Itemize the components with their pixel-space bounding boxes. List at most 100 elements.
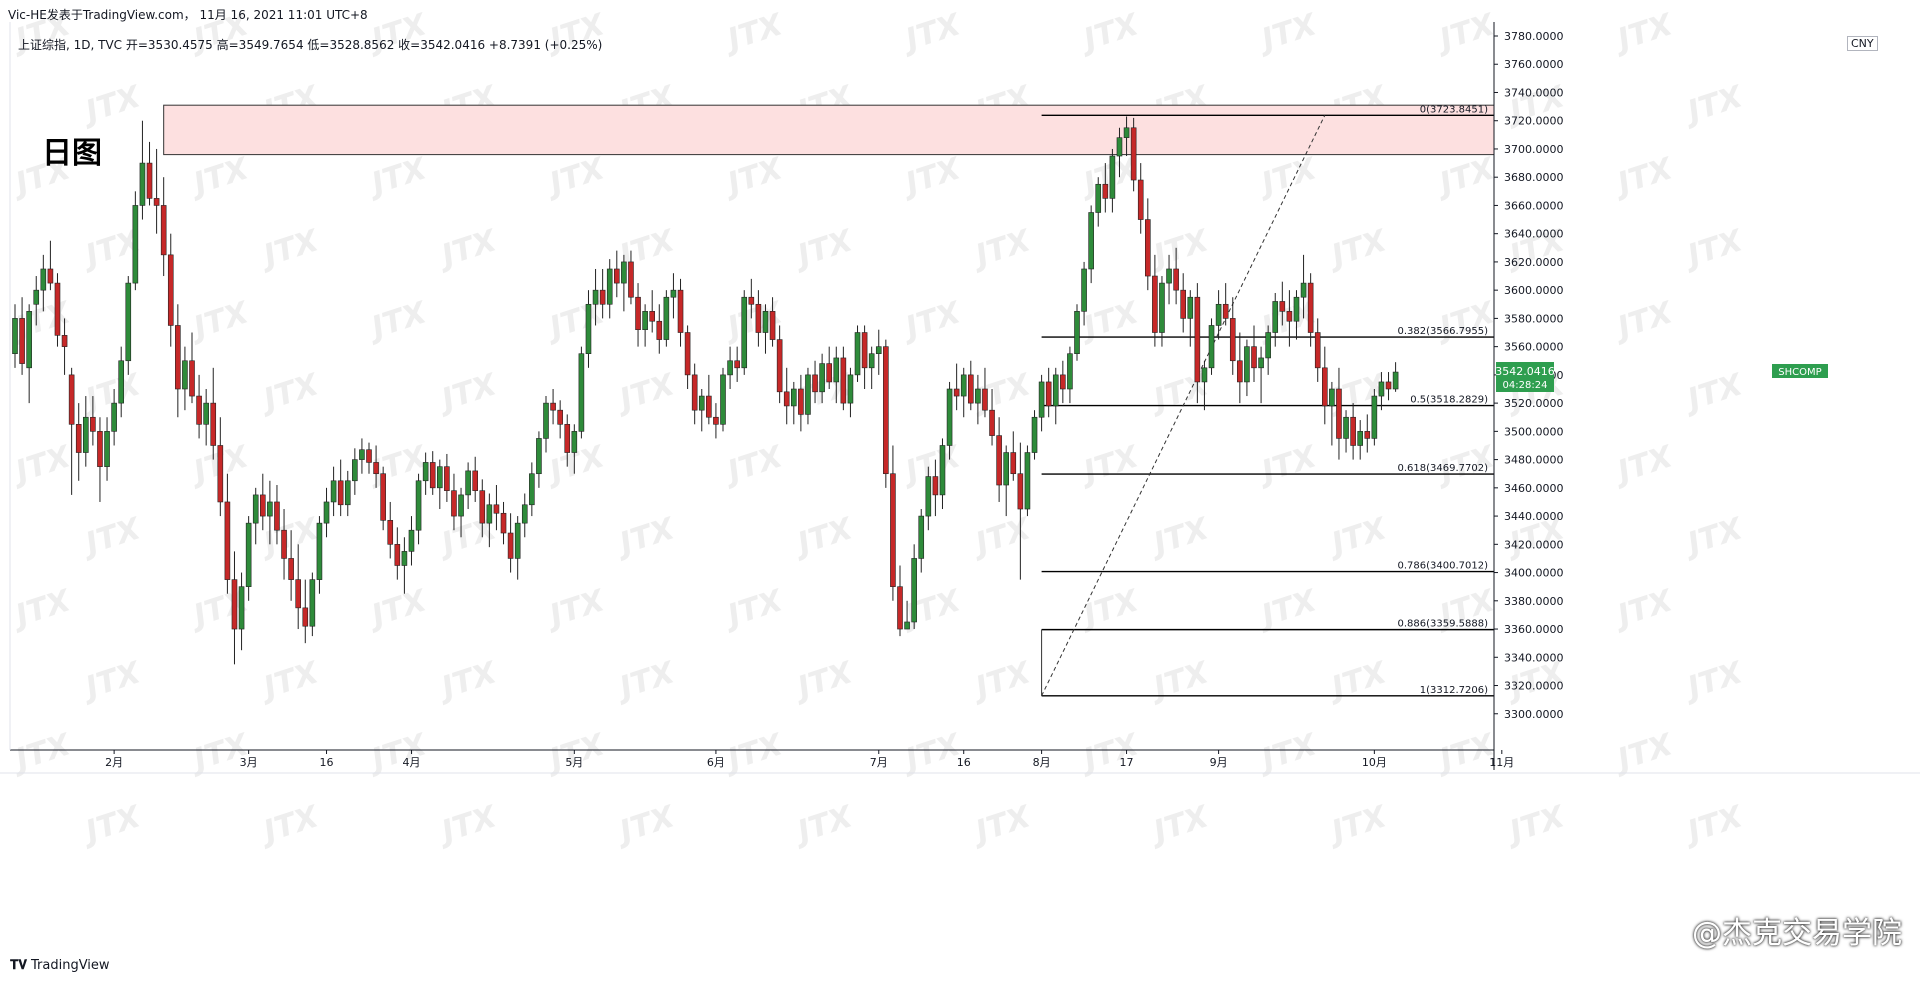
candle-body bbox=[847, 374, 854, 404]
timeframe-label: 日图 bbox=[42, 136, 102, 171]
x-tick-label: 11月 bbox=[1489, 756, 1514, 769]
watermark-text: JTX bbox=[611, 511, 680, 563]
candle-body bbox=[1081, 268, 1087, 312]
candle-body bbox=[1364, 431, 1371, 439]
candle-body bbox=[196, 395, 202, 425]
candle-body bbox=[203, 402, 209, 425]
fib-level-label: 1(3312.7206) bbox=[1420, 685, 1488, 696]
watermark-text: JTX bbox=[611, 367, 680, 419]
candle-body bbox=[1017, 473, 1024, 510]
publisher-line: Vic-HE发表于TradingView.com， 11月 16, 2021 1… bbox=[8, 8, 368, 22]
candle-body bbox=[1173, 268, 1179, 291]
candle-body bbox=[642, 311, 648, 330]
candle-body bbox=[160, 205, 167, 256]
candle-body bbox=[564, 423, 571, 453]
candle-body bbox=[543, 402, 549, 439]
candle-body bbox=[592, 289, 599, 305]
candle-body bbox=[1258, 357, 1264, 369]
candle-body bbox=[118, 360, 124, 404]
candle-body bbox=[521, 504, 528, 524]
candle-body bbox=[54, 282, 61, 336]
tradingview-brand[interactable]: 𝐓𝐕 TradingView bbox=[10, 958, 110, 973]
candle-body bbox=[996, 435, 1002, 486]
candle-body bbox=[1045, 381, 1052, 407]
candle-body bbox=[812, 374, 818, 393]
currency-badge[interactable]: CNY bbox=[1847, 36, 1878, 51]
watermark-text: JTX bbox=[185, 295, 254, 347]
candle-body bbox=[1251, 346, 1257, 369]
fib-level-label: 0.786(3400.7012) bbox=[1397, 561, 1488, 572]
candle-body bbox=[1378, 381, 1385, 397]
y-tick-label: 3660.0000 bbox=[1504, 199, 1564, 212]
candle-body bbox=[125, 282, 132, 362]
price-tag-countdown: 04:28:24 bbox=[1503, 380, 1548, 391]
watermark-text: JTX bbox=[719, 7, 788, 59]
candle-body bbox=[783, 391, 790, 407]
x-tick-label: 6月 bbox=[707, 756, 725, 769]
x-tick-label: 9月 bbox=[1210, 756, 1228, 769]
candle-body bbox=[911, 558, 917, 623]
candle-body bbox=[918, 515, 925, 559]
candle-body bbox=[380, 473, 386, 521]
x-tick-label: 17 bbox=[1120, 756, 1134, 769]
candle-body bbox=[422, 462, 429, 482]
resistance-zone bbox=[163, 104, 1495, 156]
watermark-text: JTX bbox=[77, 511, 146, 563]
fib-level-label: 0.5(3518.2829) bbox=[1410, 395, 1488, 406]
candle-body bbox=[677, 289, 684, 333]
y-tick-label: 3380.0000 bbox=[1504, 595, 1564, 608]
watermark-text: JTX bbox=[185, 151, 254, 203]
candle-body bbox=[26, 311, 32, 369]
candle-body bbox=[1343, 416, 1349, 439]
candle-body bbox=[663, 296, 670, 340]
watermark-text: JTX bbox=[1679, 79, 1748, 131]
y-tick-label: 3580.0000 bbox=[1504, 312, 1564, 325]
candle-body bbox=[755, 303, 762, 333]
candle-body bbox=[720, 374, 726, 425]
watermark-text: JTX bbox=[897, 727, 966, 779]
candle-body bbox=[337, 480, 344, 506]
y-tick-label: 3480.0000 bbox=[1504, 454, 1564, 467]
watermark-text: JTX bbox=[1075, 583, 1144, 635]
watermark-text: JTX bbox=[967, 655, 1036, 707]
candle-body bbox=[500, 512, 507, 534]
candle-body bbox=[132, 205, 139, 284]
candle-body bbox=[1350, 416, 1356, 446]
candle-body bbox=[309, 579, 316, 627]
candle-body bbox=[656, 320, 663, 340]
candle-body bbox=[33, 289, 40, 305]
candle-body bbox=[1329, 388, 1335, 407]
y-tick-label: 3500.0000 bbox=[1504, 425, 1564, 438]
watermark-text: JTX bbox=[719, 583, 788, 635]
candle-body bbox=[1095, 183, 1102, 213]
candle-body bbox=[890, 473, 896, 587]
candle-body bbox=[68, 374, 75, 425]
y-tick-label: 3600.0000 bbox=[1504, 284, 1564, 297]
candle-body bbox=[713, 416, 719, 425]
candle-body bbox=[1102, 183, 1109, 199]
y-tick-label: 3320.0000 bbox=[1504, 680, 1564, 693]
candle-body bbox=[111, 402, 117, 432]
watermark-text: JTX bbox=[1501, 799, 1570, 851]
candle-body bbox=[1307, 282, 1314, 333]
watermark-text: JTX bbox=[185, 727, 254, 779]
author-watermark: @杰克交易学院 bbox=[1692, 916, 1902, 951]
watermark-text: JTX bbox=[433, 367, 502, 419]
y-tick-label: 3460.0000 bbox=[1504, 482, 1564, 495]
y-tick-label: 3680.0000 bbox=[1504, 171, 1564, 184]
candles-layer bbox=[12, 116, 1399, 665]
y-tick-label: 3780.0000 bbox=[1504, 30, 1564, 43]
watermark-text: JTX bbox=[541, 727, 610, 779]
candle-body bbox=[19, 318, 25, 364]
candle-body bbox=[854, 332, 861, 376]
candle-body bbox=[776, 339, 783, 393]
watermark-text: JTX bbox=[1609, 151, 1678, 203]
candle-body bbox=[387, 520, 394, 545]
watermark-text: JTX bbox=[1679, 511, 1748, 563]
candle-body bbox=[217, 445, 224, 503]
candle-body bbox=[706, 395, 712, 418]
watermark-text: JTX bbox=[77, 79, 146, 131]
watermark-text: JTX bbox=[7, 727, 76, 779]
y-tick-label: 3740.0000 bbox=[1504, 86, 1564, 99]
